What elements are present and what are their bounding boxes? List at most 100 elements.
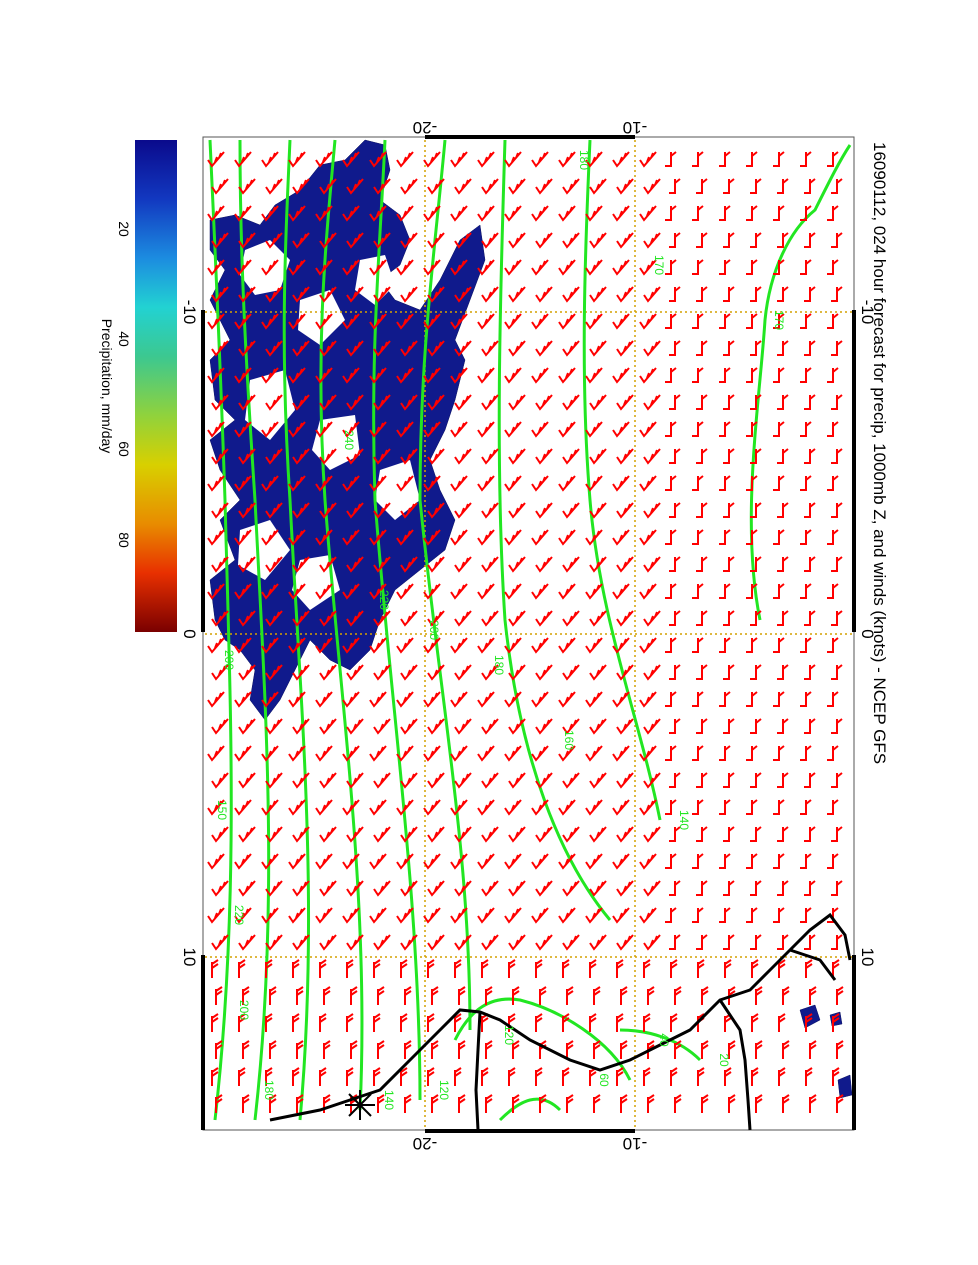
wind-barb — [454, 880, 472, 897]
wind-barb — [589, 556, 607, 573]
wind-barb — [346, 178, 364, 195]
wind-barb — [778, 959, 786, 978]
bottom-tick-label: -10 — [623, 1134, 648, 1153]
contour-label: 140 — [677, 810, 691, 830]
wind-barb — [481, 826, 499, 843]
wind-barb — [373, 934, 391, 951]
wind-barb — [450, 151, 468, 168]
wind-barb — [234, 151, 252, 168]
wind-barb — [512, 986, 520, 1005]
wind-barb — [400, 664, 418, 681]
wind-barb — [207, 313, 225, 330]
wind-barb — [836, 1040, 844, 1059]
contour-line — [749, 144, 852, 621]
wind-barb — [265, 772, 283, 789]
wind-barb — [773, 205, 785, 221]
wind-barb — [831, 556, 843, 572]
wind-barb — [531, 691, 549, 708]
wind-barb — [589, 772, 607, 789]
wind-barb — [512, 1040, 520, 1059]
wind-barb — [319, 394, 337, 411]
wind-barb — [777, 718, 789, 734]
wind-barb — [427, 448, 445, 465]
wind-barb — [319, 502, 337, 519]
wind-barb — [508, 1013, 516, 1032]
wind-barb — [450, 259, 468, 276]
wind-barb — [508, 556, 526, 573]
wind-barb — [427, 934, 445, 951]
wind-barb — [211, 448, 229, 465]
wind-barb — [261, 583, 279, 600]
wind-barb — [558, 529, 576, 546]
wind-barb — [215, 986, 223, 1005]
wind-barb — [696, 772, 708, 788]
contour-label: 180 — [577, 150, 591, 170]
wind-barb — [719, 907, 731, 923]
wind-barb — [612, 475, 630, 492]
wind-barb — [234, 907, 252, 924]
right-tick-label: 0 — [858, 629, 877, 638]
wind-barb — [750, 502, 762, 518]
wind-barb — [319, 232, 337, 249]
wind-barb — [207, 637, 225, 654]
wind-barb — [692, 151, 704, 167]
wind-barb — [674, 986, 682, 1005]
wind-barb — [427, 772, 445, 789]
wind-barb — [692, 205, 704, 221]
wind-barb — [342, 151, 360, 168]
wind-barb — [616, 772, 634, 789]
wind-barb — [265, 664, 283, 681]
wind-barb — [674, 1040, 682, 1059]
wind-barb — [504, 151, 522, 168]
wind-barb — [342, 421, 360, 438]
wind-barb — [804, 880, 816, 896]
wind-barb — [723, 610, 735, 626]
wind-barb — [450, 853, 468, 870]
wind-barb — [670, 1013, 678, 1032]
wind-barb — [558, 637, 576, 654]
wind-barb — [701, 986, 709, 1005]
wind-barb — [477, 529, 495, 546]
wind-barb — [400, 556, 418, 573]
wind-barb — [504, 691, 522, 708]
wind-barb — [234, 205, 252, 222]
axis-bar — [852, 955, 856, 1130]
wind-barb — [827, 151, 839, 167]
wind-barb — [692, 313, 704, 329]
wind-barb — [292, 1013, 300, 1032]
wind-barb — [265, 610, 283, 627]
wind-barb — [504, 421, 522, 438]
wind-barb — [234, 583, 252, 600]
wind-barb — [804, 502, 816, 518]
wind-barb — [369, 151, 387, 168]
coastline — [269, 912, 852, 1131]
wind-barb — [423, 691, 441, 708]
wind-barb — [719, 637, 731, 653]
wind-barb — [261, 421, 279, 438]
wind-barb — [616, 610, 634, 627]
wind-barb — [477, 205, 495, 222]
wind-barb — [804, 826, 816, 842]
wind-barb — [665, 745, 677, 761]
wind-barb — [207, 421, 225, 438]
wind-barb — [531, 853, 549, 870]
map-title: 16090112, 024 hour forecast for precip, … — [870, 142, 889, 764]
wind-barb — [211, 1013, 219, 1032]
wind-barb — [750, 178, 762, 194]
wind-barb — [346, 232, 364, 249]
wind-barb — [585, 907, 603, 924]
wind-barb — [777, 286, 789, 302]
wind-barb — [427, 340, 445, 357]
wind-barb — [643, 959, 651, 978]
wind-barb — [782, 986, 790, 1005]
wind-barb — [669, 772, 681, 788]
left-tick-label: -10 — [180, 300, 199, 325]
wind-barb — [558, 151, 576, 168]
wind-barb — [746, 421, 758, 437]
wind-barb — [292, 610, 310, 627]
wind-barb — [535, 178, 553, 195]
wind-barb — [669, 934, 681, 950]
axis-bar — [201, 955, 205, 1130]
wind-barb — [427, 286, 445, 303]
wind-barb — [481, 556, 499, 573]
